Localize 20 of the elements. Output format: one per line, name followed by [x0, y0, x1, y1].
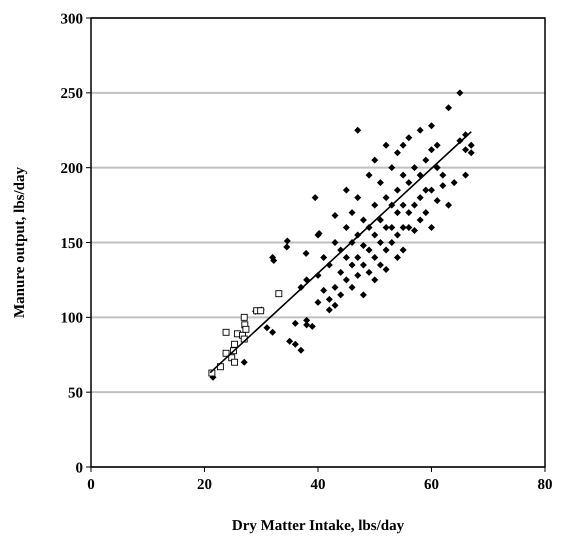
y-tick-label: 50: [68, 385, 83, 402]
point: [240, 314, 248, 321]
point: [231, 358, 238, 366]
y-tick-label: 100: [60, 310, 83, 327]
y-axis-title: Manure output, lbs/day: [12, 166, 28, 318]
y-tick-label: 0: [76, 460, 83, 476]
x-tick-label: 0: [87, 477, 95, 493]
point: [231, 340, 238, 348]
y-tick-label: 250: [60, 86, 83, 102]
x-tick-label: 40: [310, 477, 326, 493]
y-tick-label: 200: [60, 160, 83, 177]
point: [275, 290, 282, 298]
x-tick-label: 20: [197, 477, 212, 493]
y-tick-label: 300: [60, 11, 83, 28]
x-tick-label: 60: [424, 477, 439, 493]
x-tick-label: 80: [538, 477, 552, 493]
y-tick-label: 150: [60, 236, 83, 252]
x-axis-title: Dry Matter Intake, lbs/day: [232, 518, 405, 534]
point: [222, 328, 230, 336]
point: [242, 326, 250, 333]
